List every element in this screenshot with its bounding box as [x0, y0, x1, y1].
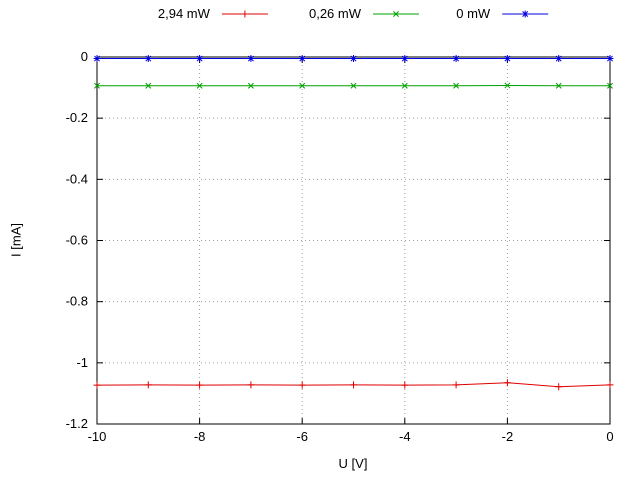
series-markers-2: [93, 55, 614, 63]
x-tick-label: -6: [296, 429, 308, 444]
legend-label-1: 0,26 mW: [309, 6, 362, 21]
legend-sample-marker-0: [241, 10, 249, 18]
y-tick-label: -0.4: [66, 171, 88, 186]
y-tick-label: 0: [81, 49, 88, 64]
x-tick-label: -8: [194, 429, 206, 444]
x-tick-label: -4: [399, 429, 411, 444]
legend-sample-marker-2: [521, 10, 529, 18]
legend-label-2: 0 mW: [456, 6, 491, 21]
x-tick-label: 0: [606, 429, 613, 444]
series-markers-1: [94, 82, 613, 89]
x-axis-title: U [V]: [338, 456, 368, 471]
legend-label-0: 2,94 mW: [158, 6, 211, 21]
y-tick-label: -1.2: [66, 416, 88, 431]
y-tick-label: -1: [76, 355, 88, 370]
legend-sample-marker-1: [393, 11, 399, 17]
series-markers-0: [93, 379, 614, 391]
x-tick-label: -10: [88, 429, 107, 444]
x-tick-label: -2: [502, 429, 514, 444]
y-tick-label: -0.8: [66, 294, 88, 309]
y-tick-label: -0.2: [66, 110, 88, 125]
y-axis-title: I [mA]: [8, 223, 24, 257]
y-tick-label: -0.6: [66, 233, 88, 248]
